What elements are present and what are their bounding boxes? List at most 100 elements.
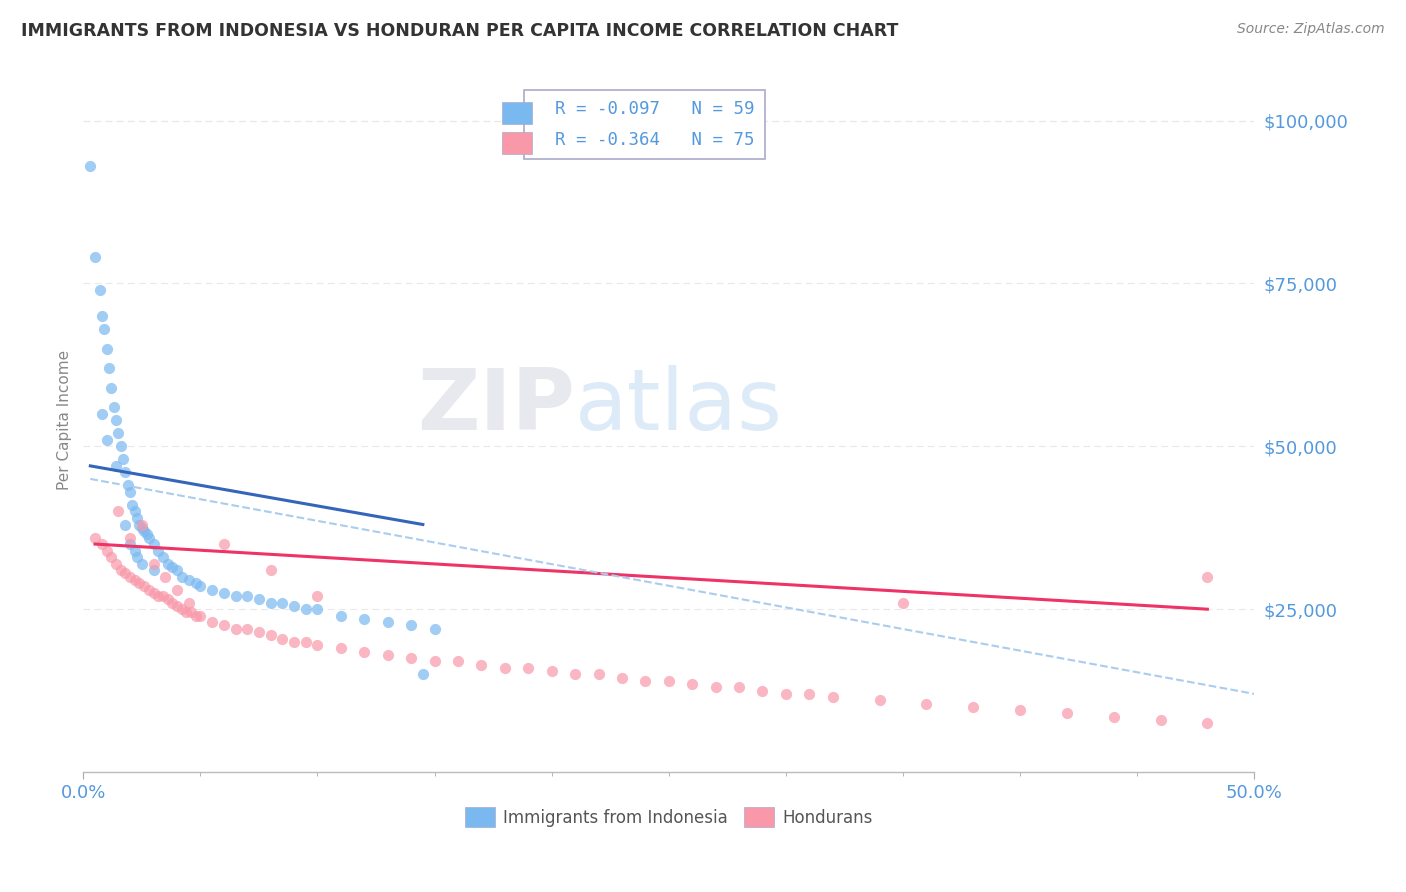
Point: [212, 618, 235, 632]
Text: R = -0.097   N = 59
  R = -0.364   N = 75: R = -0.097 N = 59 R = -0.364 N = 75: [534, 100, 755, 149]
Point: [79, 159, 101, 173]
Point: [152, 550, 174, 565]
Point: [100, 381, 122, 395]
Point: [124, 504, 146, 518]
Point: [128, 517, 150, 532]
Point: [120, 537, 142, 551]
Point: [588, 667, 610, 681]
Point: [236, 622, 259, 636]
Point: [201, 582, 224, 597]
Point: [156, 557, 179, 571]
Point: [107, 426, 129, 441]
Point: [124, 543, 146, 558]
Point: [127, 511, 149, 525]
Point: [307, 602, 329, 616]
Point: [399, 651, 422, 665]
Point: [134, 579, 156, 593]
Point: [423, 654, 446, 668]
Point: [353, 612, 375, 626]
Point: [225, 589, 247, 603]
Point: [135, 527, 157, 541]
Point: [177, 596, 200, 610]
Point: [201, 615, 224, 630]
Point: [1149, 713, 1171, 727]
Point: [247, 625, 270, 640]
Point: [162, 559, 184, 574]
Point: [96, 433, 118, 447]
Point: [114, 566, 136, 581]
Point: [184, 608, 207, 623]
Point: [704, 681, 727, 695]
Text: ZIP: ZIP: [418, 365, 575, 448]
Point: [170, 602, 193, 616]
Legend: Immigrants from Indonesia, Hondurans: Immigrants from Indonesia, Hondurans: [458, 800, 880, 834]
Point: [412, 667, 434, 681]
Point: [190, 608, 212, 623]
Point: [540, 664, 562, 678]
Point: [156, 592, 179, 607]
Point: [93, 322, 115, 336]
Point: [259, 596, 281, 610]
Point: [120, 569, 142, 583]
Point: [634, 673, 657, 688]
Text: atlas: atlas: [575, 365, 783, 448]
Point: [84, 251, 107, 265]
Point: [423, 622, 446, 636]
Point: [91, 407, 114, 421]
Point: [114, 466, 136, 480]
Point: [110, 439, 132, 453]
Point: [148, 543, 170, 558]
Point: [98, 361, 121, 376]
Point: [869, 693, 891, 707]
Point: [110, 563, 132, 577]
Point: [142, 586, 165, 600]
Point: [148, 589, 170, 603]
Point: [377, 648, 399, 662]
Y-axis label: Per Capita Income: Per Capita Income: [58, 351, 72, 491]
Point: [105, 413, 128, 427]
Point: [177, 573, 200, 587]
Point: [329, 641, 352, 656]
Point: [377, 615, 399, 630]
Point: [751, 683, 773, 698]
Point: [166, 582, 188, 597]
Point: [517, 661, 540, 675]
Point: [105, 458, 128, 473]
Point: [658, 673, 681, 688]
Point: [117, 478, 139, 492]
Point: [1102, 709, 1125, 723]
Text: Source: ZipAtlas.com: Source: ZipAtlas.com: [1237, 22, 1385, 37]
Point: [259, 563, 281, 577]
Point: [96, 342, 118, 356]
Point: [120, 485, 142, 500]
Point: [271, 596, 294, 610]
Point: [283, 634, 305, 648]
Point: [155, 569, 177, 583]
Point: [107, 504, 129, 518]
Point: [212, 586, 235, 600]
Point: [105, 557, 128, 571]
Point: [128, 576, 150, 591]
Point: [127, 550, 149, 565]
Point: [1197, 716, 1219, 731]
Point: [114, 517, 136, 532]
Point: [91, 537, 114, 551]
Point: [112, 452, 135, 467]
Point: [271, 632, 294, 646]
Point: [470, 657, 492, 672]
Point: [176, 606, 198, 620]
Point: [142, 557, 165, 571]
Point: [962, 699, 984, 714]
Point: [162, 596, 184, 610]
Point: [225, 622, 247, 636]
Point: [1197, 569, 1219, 583]
FancyBboxPatch shape: [502, 102, 531, 124]
Point: [353, 644, 375, 658]
Point: [1056, 706, 1078, 721]
Point: [891, 596, 914, 610]
Point: [247, 592, 270, 607]
Point: [447, 654, 470, 668]
Point: [1008, 703, 1031, 717]
Point: [294, 602, 316, 616]
Text: IMMIGRANTS FROM INDONESIA VS HONDURAN PER CAPITA INCOME CORRELATION CHART: IMMIGRANTS FROM INDONESIA VS HONDURAN PE…: [21, 22, 898, 40]
